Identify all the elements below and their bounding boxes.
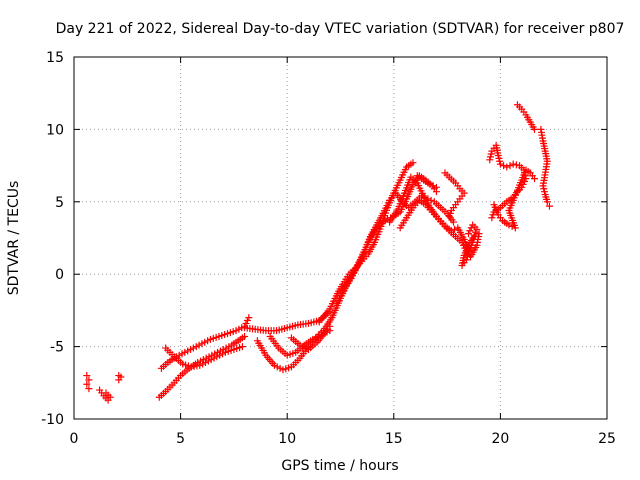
axis-ticks: [73, 56, 608, 420]
data-point: [83, 380, 91, 388]
x-tick-label: 20: [491, 431, 509, 447]
x-tick-label: 10: [278, 431, 296, 447]
series-track-17: [441, 169, 468, 220]
data-point: [85, 385, 93, 393]
data-point: [543, 198, 551, 206]
data-point: [471, 233, 479, 241]
data-point: [445, 212, 453, 220]
y-tick-label: 5: [55, 195, 64, 211]
x-tick-label: 25: [598, 431, 616, 447]
series-track-8: [253, 328, 325, 374]
data-point: [117, 373, 125, 381]
data-point: [241, 332, 249, 340]
data-point: [85, 376, 93, 384]
series-track-16: [413, 172, 440, 191]
x-tick-label: 5: [176, 431, 185, 447]
data-point: [449, 218, 457, 226]
data-point: [238, 343, 246, 351]
series-track-1: [83, 372, 93, 393]
chart-title: Day 221 of 2022, Sidereal Day-to-day VTE…: [56, 21, 625, 37]
data-point: [475, 230, 483, 238]
series-track-3: [115, 372, 125, 384]
y-tick-label: 0: [55, 267, 64, 283]
data-point: [545, 202, 553, 210]
y-tick-label: -5: [50, 340, 64, 356]
plot-frame: [73, 56, 608, 420]
grid-lines: [74, 57, 607, 419]
tick-labels: 0 5 10 15 20 25 -10 -5 0 5 10 15: [41, 50, 616, 447]
series-track-2: [96, 386, 114, 404]
data-point: [531, 125, 539, 133]
series-track-22: [537, 125, 553, 210]
data-point: [426, 180, 434, 188]
series-track-9: [266, 327, 334, 359]
x-tick-label: 15: [385, 431, 403, 447]
series-track-21: [513, 101, 539, 133]
data-point: [500, 162, 508, 170]
data-point: [531, 175, 539, 183]
data-point: [429, 182, 437, 190]
series-track-20: [490, 166, 539, 232]
series-track-5: [157, 314, 253, 372]
data-point: [447, 227, 455, 235]
x-tick-label: 0: [70, 431, 79, 447]
data-point: [245, 314, 253, 322]
y-tick-label: -10: [41, 412, 64, 428]
data-point: [83, 372, 91, 380]
data-point: [102, 389, 110, 397]
data-point: [488, 214, 496, 222]
x-axis-label: GPS time / hours: [281, 458, 398, 474]
series-track-12: [319, 189, 457, 335]
data-point: [409, 159, 417, 167]
data-point: [512, 161, 520, 169]
data-points: [83, 101, 553, 404]
y-tick-label: 10: [46, 122, 64, 138]
y-tick-label: 15: [46, 50, 64, 66]
data-point: [451, 225, 459, 233]
series-track-6: [162, 343, 246, 371]
series-track-18: [458, 221, 481, 270]
data-point: [503, 163, 511, 171]
data-point: [432, 183, 440, 191]
y-axis-label: SDTVAR / TECUs: [6, 181, 22, 296]
data-point: [509, 160, 517, 168]
data-point: [496, 160, 504, 168]
data-point: [506, 162, 514, 170]
